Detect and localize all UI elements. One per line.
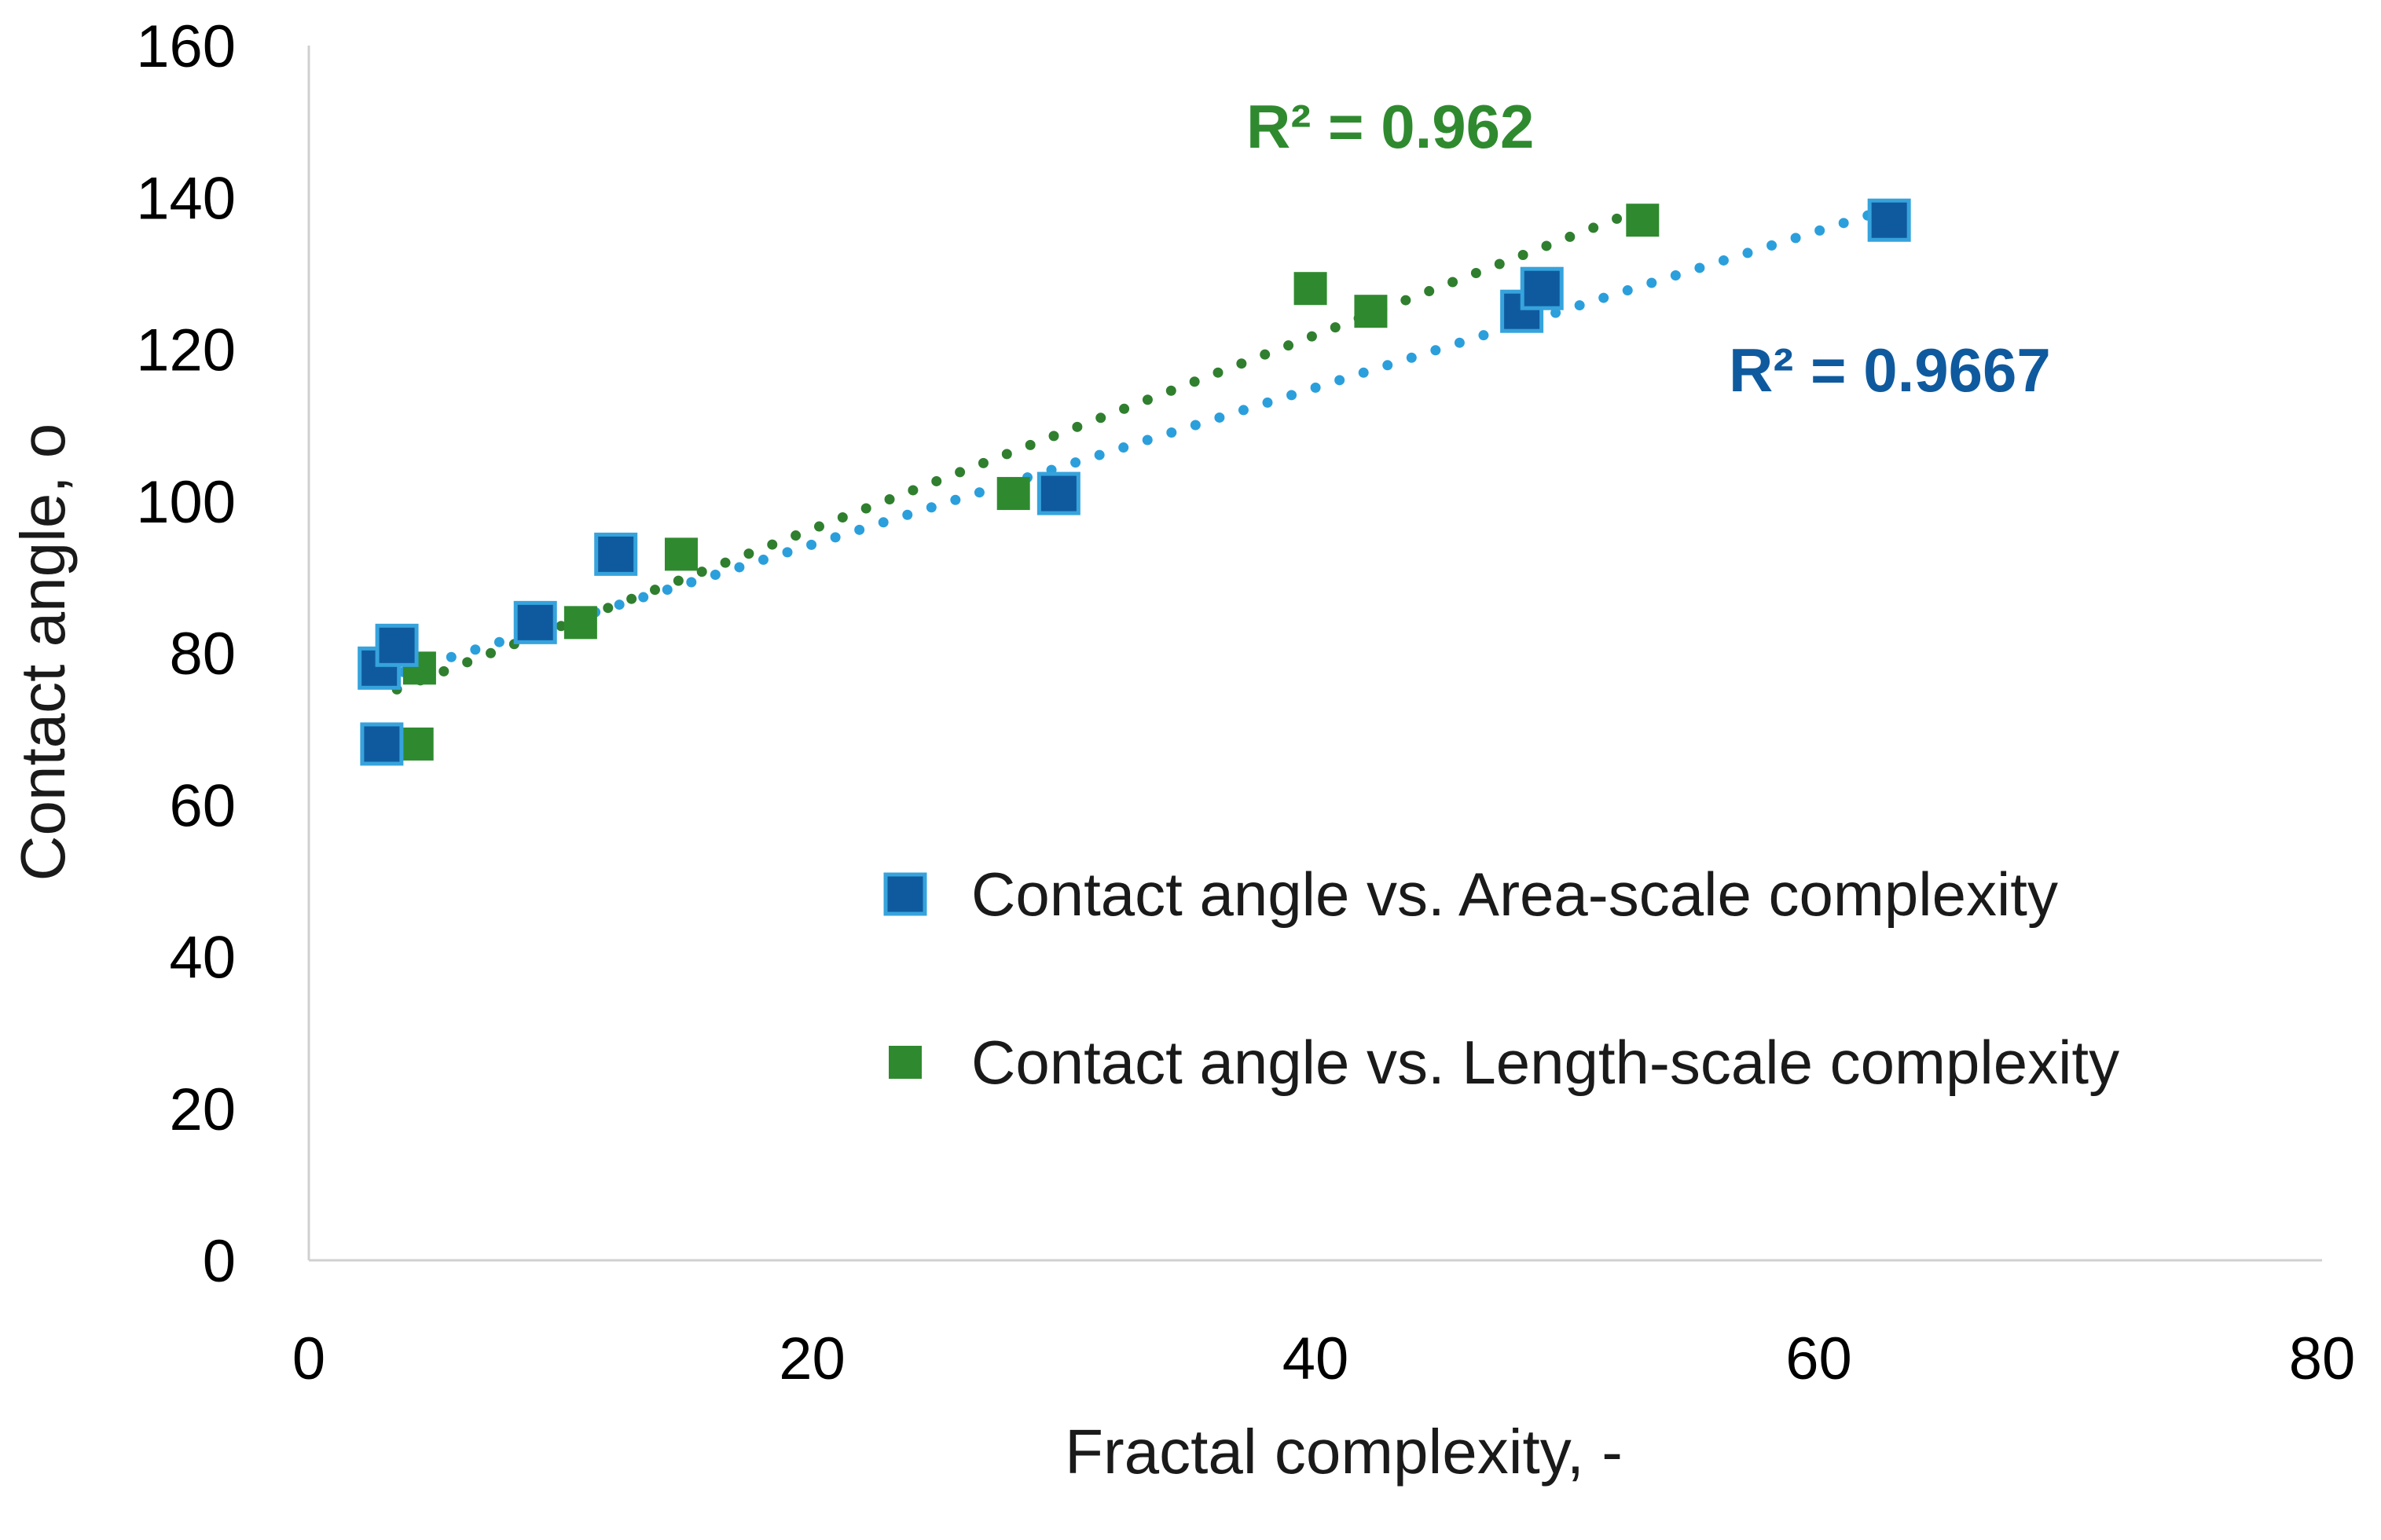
legend-marker-length-scale: [889, 1046, 922, 1079]
legend-label-area-scale: Contact angle vs. Area-scale complexity: [971, 860, 2058, 929]
points-layer: [358, 198, 1911, 766]
y-tick-label: 60: [169, 772, 236, 839]
r2-label-length-scale: R² = 0.962: [1246, 92, 1534, 161]
data-point-area-scale: [1520, 266, 1564, 310]
data-point-area-scale: [375, 623, 419, 667]
data-point-length-scale: [664, 537, 698, 571]
data-point-area-scale: [1036, 471, 1080, 515]
x-axis-title: Fractal complexity, -: [1065, 1417, 1623, 1487]
data-point-length-scale: [563, 606, 597, 640]
data-point-length-scale: [400, 727, 434, 761]
y-tick-label: 100: [136, 469, 236, 536]
x-tick-label: 20: [779, 1326, 846, 1392]
legend-label-length-scale: Contact angle vs. Length-scale complexit…: [971, 1028, 2119, 1097]
data-point-length-scale: [1354, 295, 1388, 328]
y-tick-label: 120: [136, 317, 236, 384]
legend: Contact angle vs. Area-scale complexity C…: [883, 860, 2119, 1097]
data-point-area-scale: [513, 600, 557, 644]
data-point-length-scale: [1626, 204, 1660, 237]
data-point-length-scale: [1293, 272, 1327, 306]
y-tick-label: 140: [136, 165, 236, 232]
y-tick-label: 80: [169, 621, 236, 688]
x-tick-label: 0: [292, 1326, 325, 1392]
y-tick-label: 160: [136, 13, 236, 80]
data-point-area-scale: [594, 532, 638, 576]
trendline-length-scale: [391, 204, 1648, 695]
x-tick-label: 60: [1785, 1326, 1852, 1392]
x-tick-label: 80: [2289, 1326, 2356, 1392]
axes-layer: 0 20 40 60 80 100 120 140 160 0 20 40 60 80: [136, 13, 2355, 1392]
y-tick-label: 0: [203, 1228, 236, 1295]
y-tick-label: 20: [169, 1076, 236, 1143]
data-point-area-scale: [1867, 198, 1911, 242]
data-point-length-scale: [996, 477, 1030, 511]
x-tick-label: 40: [1282, 1326, 1349, 1392]
legend-marker-area-scale: [883, 872, 927, 916]
data-point-area-scale: [360, 722, 404, 766]
y-axis-title: Contact angle, o: [8, 424, 78, 882]
y-tick-label: 40: [169, 925, 236, 992]
r2-label-area-scale: R² = 0.9667: [1729, 336, 2051, 405]
trendlines-layer: [374, 204, 1895, 695]
